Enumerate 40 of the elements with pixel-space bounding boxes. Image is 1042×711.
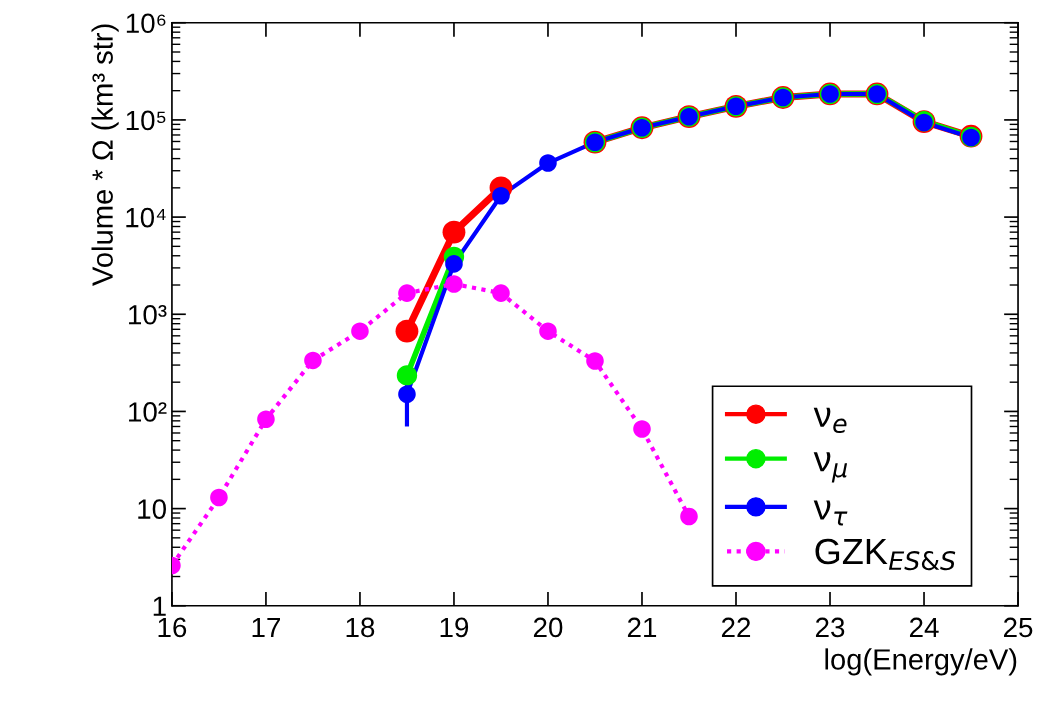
x-tick-label: 24 bbox=[909, 617, 939, 638]
point bbox=[445, 275, 463, 293]
x-tick-label: 18 bbox=[346, 617, 375, 638]
y-tick-label: 10³ bbox=[129, 304, 167, 325]
x-tick-label: 25 bbox=[1003, 617, 1033, 638]
y-tick-label: 10⁶ bbox=[126, 13, 166, 34]
point bbox=[398, 385, 416, 404]
x-tick-label: 23 bbox=[815, 617, 845, 638]
y-axis-title: Volume * Ω (km³ str) bbox=[91, 24, 119, 286]
point bbox=[633, 420, 651, 438]
y-tick-label: 1 bbox=[153, 596, 166, 616]
point bbox=[680, 507, 698, 526]
point bbox=[395, 319, 419, 343]
x-tick-label: 19 bbox=[440, 617, 469, 638]
x-tick-label: 16 bbox=[158, 617, 187, 638]
x-tick-label: 17 bbox=[252, 617, 280, 638]
y-tick-label: 10² bbox=[129, 402, 167, 422]
point bbox=[398, 284, 416, 302]
legend-label: GZK$_{ES&S}$ bbox=[815, 538, 956, 571]
legend-label: ν$_{e}$ bbox=[813, 407, 847, 434]
point bbox=[445, 255, 463, 273]
legend-label: ν$_{μ}$ bbox=[813, 452, 848, 483]
y-tick-label: 10⁵ bbox=[126, 110, 166, 131]
point bbox=[351, 322, 369, 340]
point bbox=[257, 410, 275, 429]
x-tick-label: 22 bbox=[721, 617, 751, 638]
point bbox=[210, 488, 228, 507]
y-tick-label: 10⁴ bbox=[126, 207, 166, 228]
point bbox=[539, 322, 557, 340]
legend-label: ν$_{τ}$ bbox=[813, 500, 848, 526]
point bbox=[539, 154, 557, 172]
x-axis-title: log(Energy/eV) bbox=[825, 648, 1017, 676]
point bbox=[396, 365, 418, 386]
point bbox=[304, 351, 322, 370]
point bbox=[442, 220, 466, 244]
point bbox=[586, 352, 604, 370]
x-tick-label: 20 bbox=[533, 617, 563, 638]
point bbox=[492, 284, 510, 302]
x-tick-label: 21 bbox=[627, 617, 657, 638]
y-tick-label: 10 bbox=[138, 499, 166, 519]
